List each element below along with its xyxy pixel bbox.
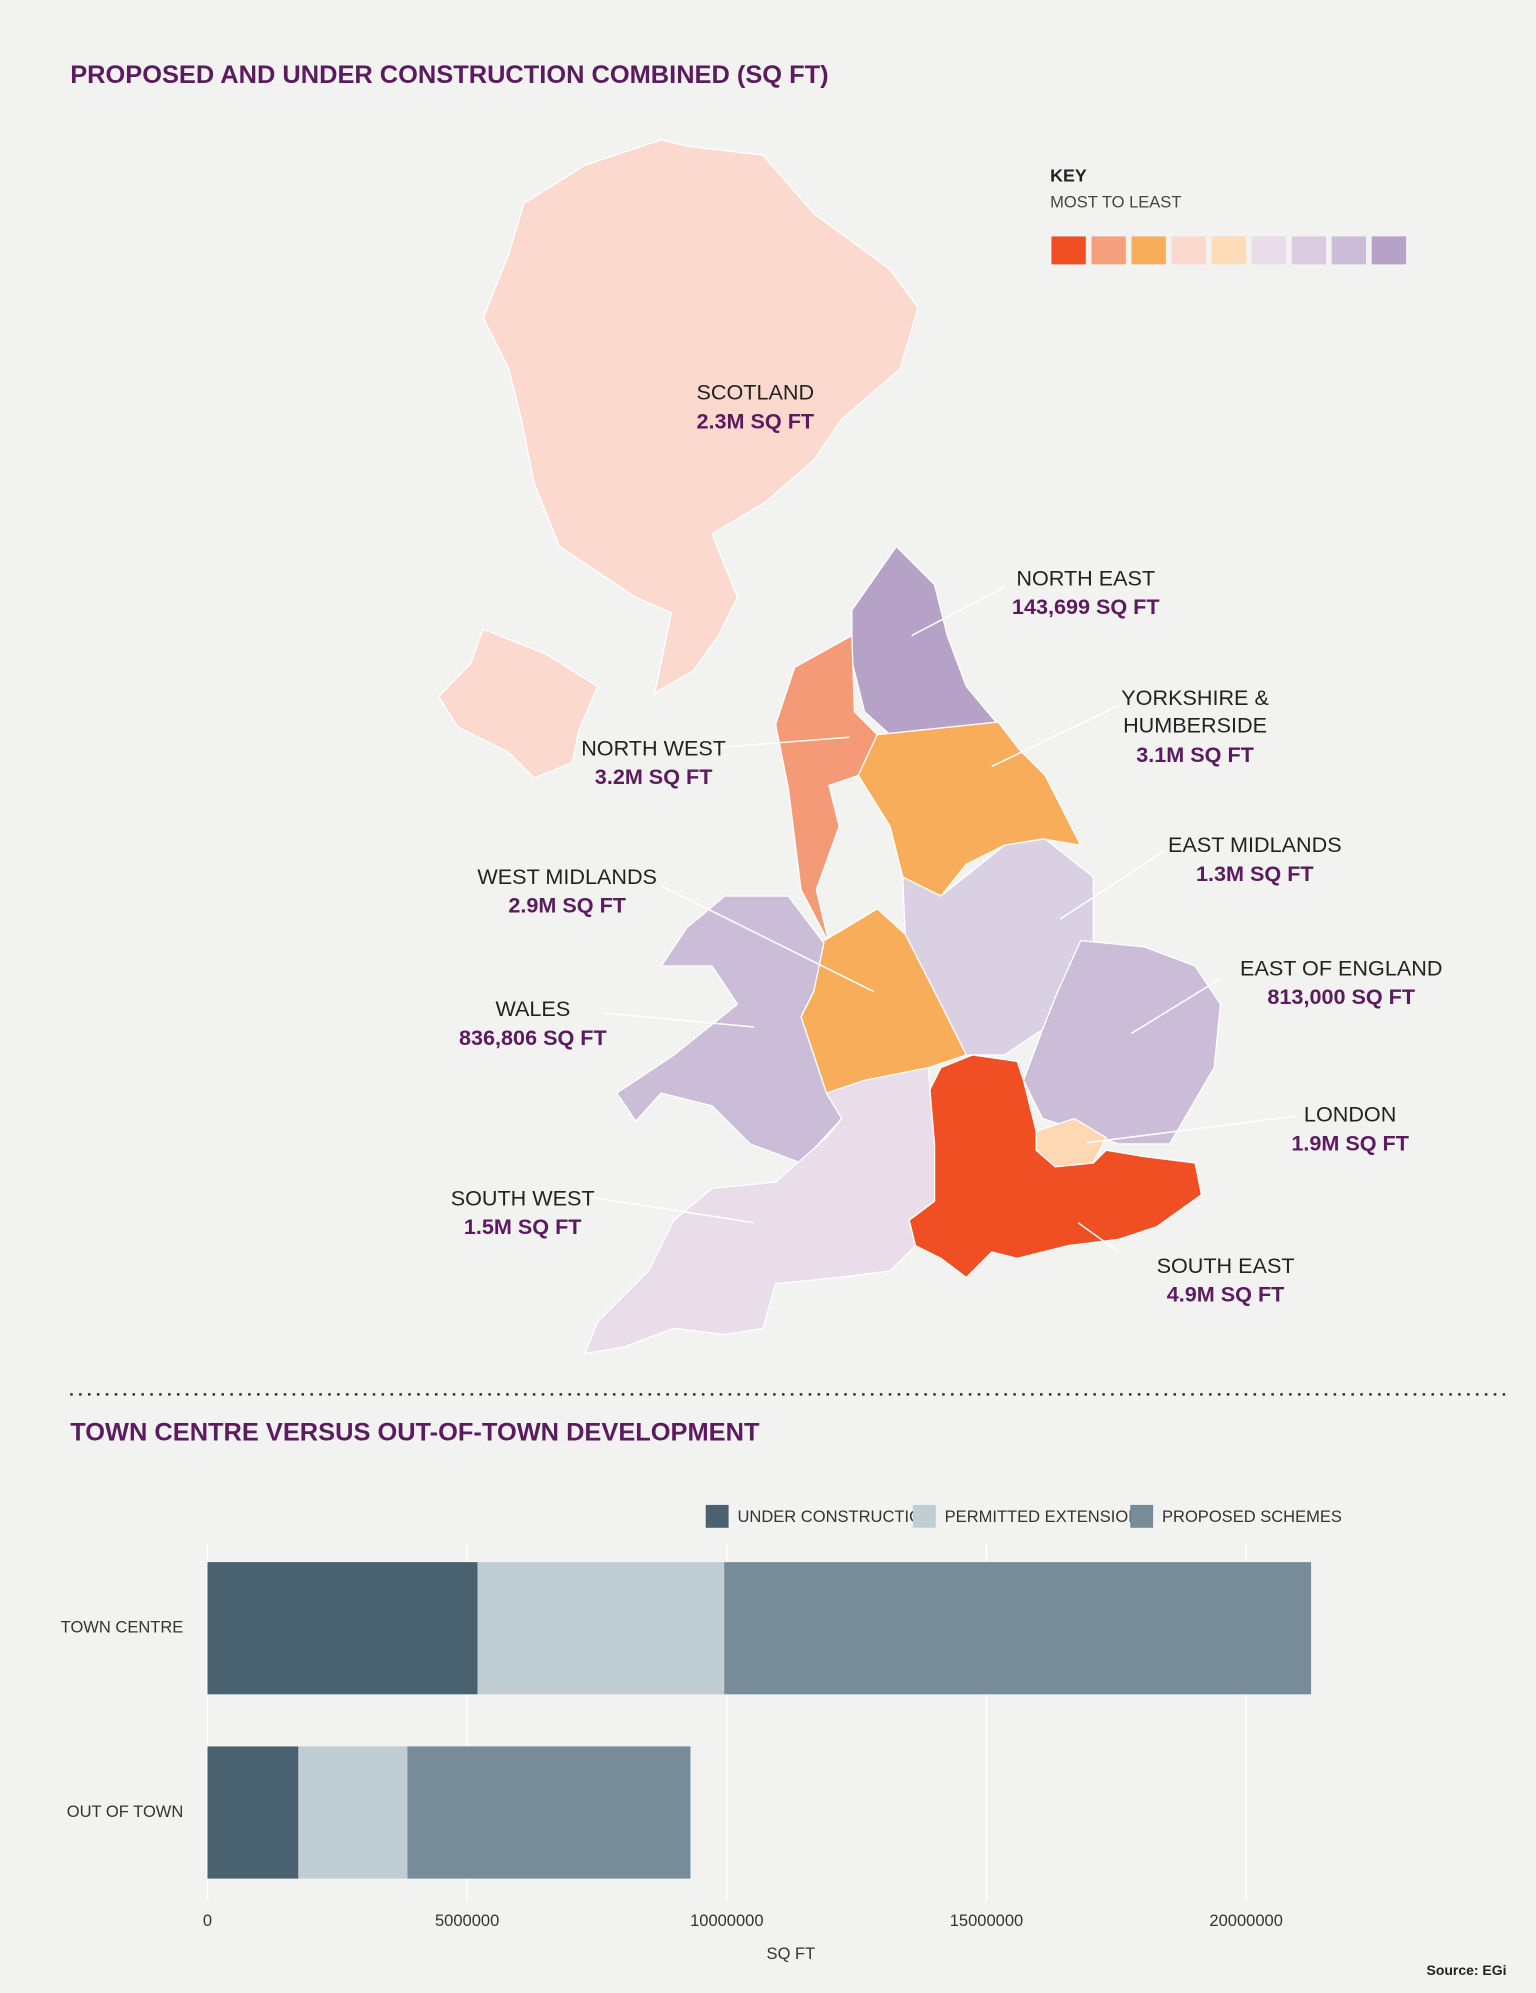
- leader-line: [660, 885, 874, 993]
- region-name: WALES: [495, 996, 570, 1021]
- region-name: YORKSHIRE &: [1121, 685, 1269, 710]
- legend-label: PERMITTED EXTENSIONS: [945, 1507, 1151, 1526]
- key-swatch: [1171, 236, 1206, 265]
- region-name: HUMBERSIDE: [1123, 713, 1267, 738]
- region-value: 4.9M SQ FT: [1167, 1282, 1285, 1307]
- legend-swatch: [705, 1504, 729, 1528]
- leader-line: [591, 1196, 755, 1224]
- key-swatch: [1051, 236, 1086, 265]
- bar-segment: [298, 1746, 408, 1879]
- region-value: 836,806 SQ FT: [459, 1025, 607, 1050]
- key-swatch: [1251, 236, 1286, 265]
- region-name: SOUTH EAST: [1157, 1253, 1295, 1278]
- key-swatch: [1211, 236, 1246, 265]
- key-swatch: [1331, 236, 1367, 265]
- leader-line: [1077, 1222, 1120, 1253]
- region-name: EAST OF ENGLAND: [1240, 956, 1442, 981]
- region-name: SOUTH WEST: [451, 1186, 595, 1211]
- x-tick-label: 10000000: [690, 1911, 763, 1930]
- legend-swatch: [1130, 1504, 1154, 1528]
- region-value: 2.3M SQ FT: [696, 408, 814, 433]
- leader-line: [1131, 978, 1221, 1035]
- region-value: 813,000 SQ FT: [1267, 984, 1415, 1009]
- leader-line: [1059, 850, 1164, 920]
- key-title: KEY: [1050, 165, 1087, 185]
- northern-ireland: [437, 628, 599, 779]
- y-tick-label: OUT OF TOWN: [67, 1802, 184, 1821]
- y-tick-label: TOWN CENTRE: [61, 1618, 184, 1637]
- map-title: PROPOSED AND UNDER CONSTRUCTION COMBINED…: [70, 61, 828, 89]
- key-swatch: [1091, 236, 1126, 265]
- chart-title: TOWN CENTRE VERSUS OUT-OF-TOWN DEVELOPME…: [70, 1418, 760, 1446]
- region-value: 1.3M SQ FT: [1196, 861, 1314, 886]
- region-value: 3.1M SQ FT: [1136, 742, 1254, 767]
- bar-segment: [207, 1746, 299, 1879]
- bar-segment: [207, 1562, 478, 1695]
- legend-label: UNDER CONSTRUCTION: [737, 1507, 933, 1526]
- map-region: [615, 895, 843, 1164]
- region-name: SCOTLAND: [696, 380, 814, 405]
- leader-line: [911, 586, 1005, 637]
- leader-line: [603, 1012, 755, 1028]
- x-tick-label: 0: [203, 1911, 212, 1930]
- leader-line: [1086, 1115, 1297, 1144]
- region-value: 1.9M SQ FT: [1291, 1130, 1409, 1155]
- source: Source: EGi: [1427, 1962, 1507, 1978]
- region-value: 3.2M SQ FT: [595, 764, 713, 789]
- key-swatch: [1291, 236, 1326, 265]
- region-name: LONDON: [1304, 1102, 1396, 1127]
- x-tick-label: 20000000: [1209, 1911, 1282, 1930]
- region-name: NORTH EAST: [1016, 565, 1155, 590]
- x-tick-label: 15000000: [950, 1911, 1023, 1930]
- map-region: [482, 139, 919, 694]
- key-subtitle: MOST TO LEAST: [1050, 193, 1181, 212]
- region-value: 2.9M SQ FT: [508, 893, 626, 918]
- leader-line: [686, 736, 850, 751]
- region-name: EAST MIDLANDS: [1168, 832, 1342, 857]
- key-swatch: [1131, 236, 1166, 265]
- bar-segment: [724, 1562, 1312, 1695]
- leader-line: [991, 704, 1120, 768]
- region-value: 143,699 SQ FT: [1012, 594, 1160, 619]
- region-value: 1.5M SQ FT: [464, 1214, 582, 1239]
- region-name: WEST MIDLANDS: [477, 864, 657, 889]
- x-tick-label: 5000000: [435, 1911, 499, 1930]
- x-axis-label: SQ FT: [767, 1944, 816, 1963]
- bar-segment: [477, 1562, 725, 1695]
- legend-swatch: [912, 1504, 936, 1528]
- key-swatch: [1371, 236, 1407, 265]
- bar-segment: [407, 1746, 691, 1879]
- legend-label: PROPOSED SCHEMES: [1162, 1507, 1342, 1526]
- region-name: NORTH WEST: [581, 736, 726, 761]
- map-region: [1022, 939, 1222, 1145]
- map-region: [583, 1066, 936, 1355]
